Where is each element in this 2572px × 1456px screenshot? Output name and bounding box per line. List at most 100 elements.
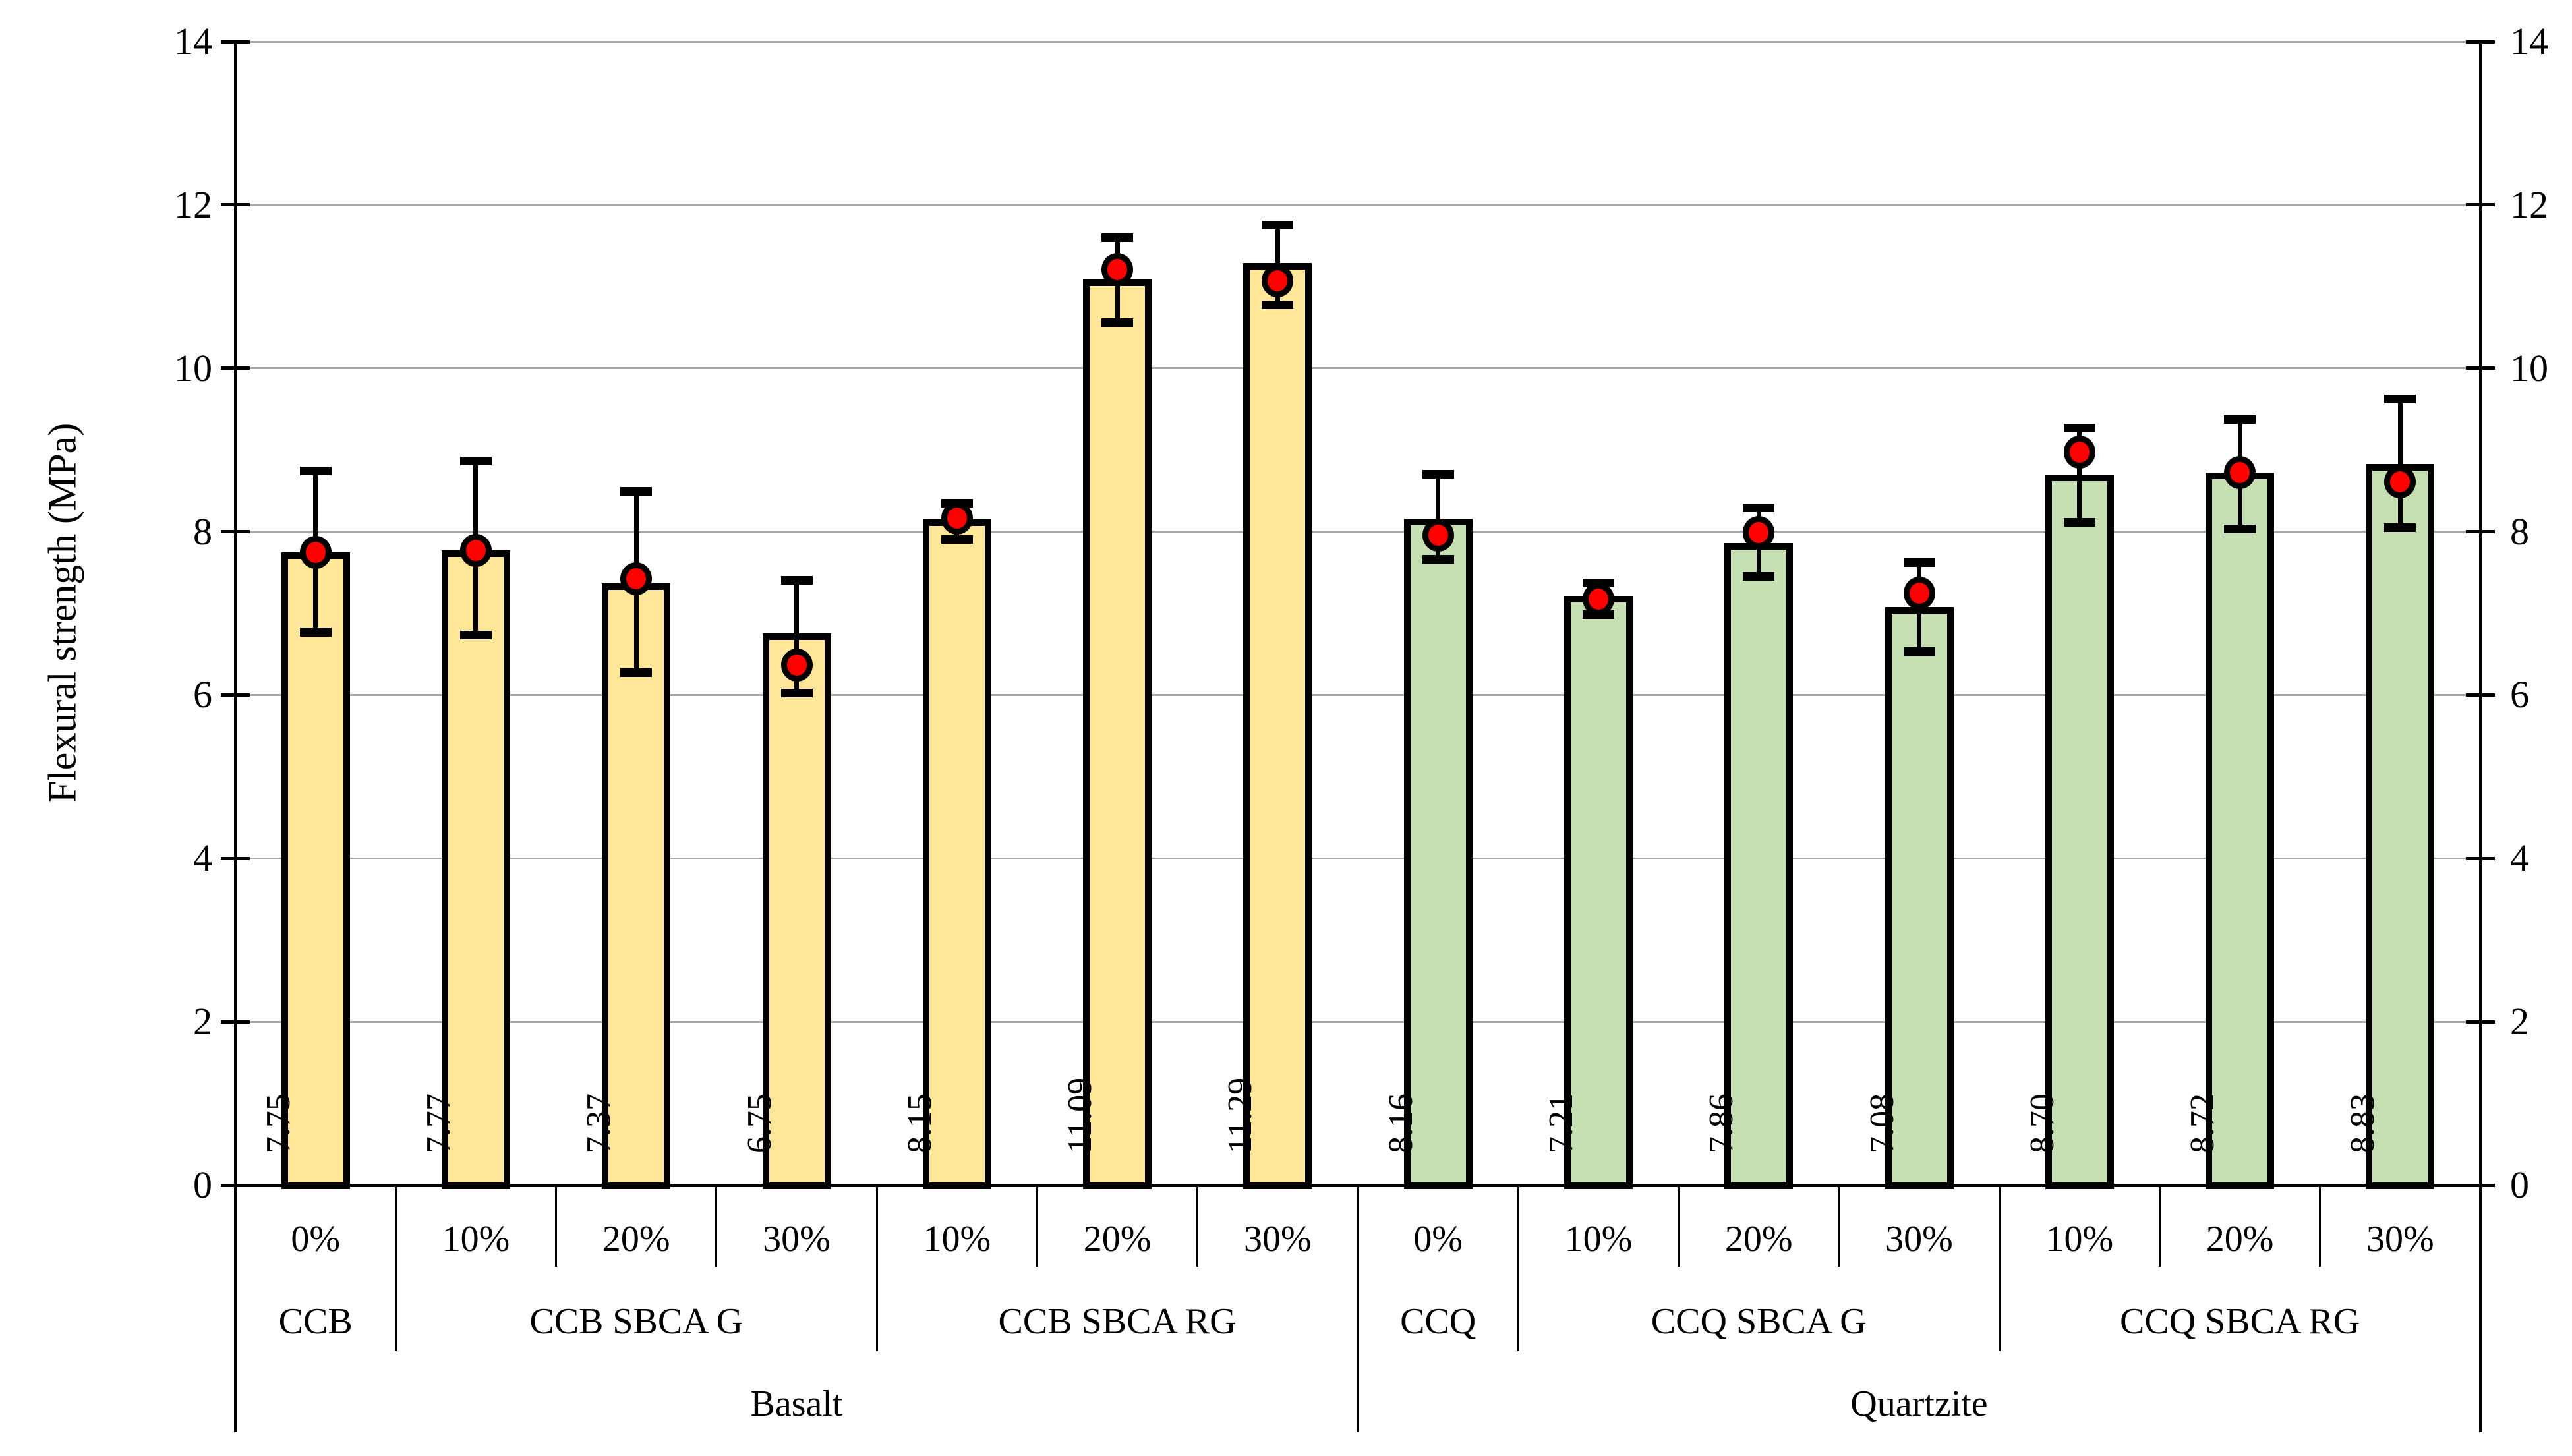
right-tick-label-12: 12	[2510, 183, 2548, 226]
error-bar-cap-bottom	[299, 627, 332, 637]
pct-label: 20%	[2206, 1219, 2274, 1260]
mean-marker	[1262, 264, 1294, 298]
right-tick-label-0: 0	[2510, 1163, 2529, 1206]
left-tick-label-8: 8	[193, 510, 212, 553]
pct-label: 20%	[1724, 1219, 1793, 1260]
gridline-12	[235, 204, 2480, 206]
error-bar-cap-bottom	[780, 689, 813, 698]
bar-value-label: 8.70	[2023, 1093, 2061, 1153]
category-separator	[555, 1185, 558, 1267]
error-bar-cap-top	[780, 576, 813, 585]
category-separator	[875, 1185, 878, 1351]
bar-ccb-0%	[281, 552, 350, 1189]
right-tick-label-10: 10	[2510, 346, 2548, 390]
bar-ccq-sbca-rg-30%	[2366, 463, 2435, 1189]
bar-ccb-sbca-g-10%	[441, 550, 510, 1189]
mean-marker	[2063, 436, 2095, 469]
bar-value-label: 8.72	[2184, 1093, 2222, 1153]
error-bar-cap-top	[2063, 423, 2095, 432]
group-label: Quartzite	[1850, 1383, 1988, 1424]
right-tick-label-8: 8	[2510, 510, 2529, 553]
error-bar-cap-bottom	[1422, 555, 1454, 564]
mean-marker	[2384, 465, 2416, 498]
pct-label: 10%	[2045, 1219, 2114, 1260]
category-separator	[2319, 1185, 2322, 1267]
gridline-2	[235, 1020, 2480, 1023]
mix-label: CCB	[278, 1301, 353, 1342]
gridline-4	[235, 857, 2480, 859]
error-bar-line	[1436, 474, 1441, 560]
pct-label: 20%	[1083, 1219, 1152, 1260]
bar-value-label: 7.75	[259, 1093, 297, 1153]
bar-ccq-0%	[1403, 518, 1473, 1189]
mean-marker	[1582, 583, 1614, 616]
gridline-8	[235, 531, 2480, 533]
category-separator	[1036, 1185, 1038, 1267]
error-bar-cap-top	[620, 487, 653, 496]
error-bar-line	[2077, 428, 2082, 523]
category-separator	[715, 1185, 718, 1267]
mix-label: CCB SBCA G	[529, 1301, 744, 1342]
left-tick-label-10: 10	[174, 346, 212, 390]
gridline-10	[235, 367, 2480, 370]
category-separator	[1678, 1185, 1680, 1267]
right-tick-label-2: 2	[2510, 1000, 2529, 1043]
error-bar-cap-top	[1903, 558, 1935, 568]
mean-marker	[1903, 576, 1935, 610]
bar-value-label: 6.75	[740, 1093, 778, 1153]
error-bar-cap-top	[1262, 221, 1294, 230]
bar-value-label: 7.77	[419, 1093, 457, 1153]
mean-marker	[620, 562, 653, 596]
bar-ccq-sbca-rg-20%	[2206, 473, 2275, 1189]
left-tick-label-6: 6	[193, 673, 212, 716]
error-bar-cap-top	[2384, 395, 2416, 404]
pct-label: 30%	[763, 1219, 831, 1260]
error-bar-cap-bottom	[459, 631, 492, 640]
left-y-axis-line	[233, 42, 237, 1432]
gridline-14	[235, 40, 2480, 43]
error-bar-cap-bottom	[620, 668, 653, 678]
bar-value-label: 8.83	[2344, 1093, 2382, 1153]
right-tick-label-14: 14	[2510, 20, 2548, 63]
mix-label: CCQ	[1400, 1301, 1476, 1342]
mix-label: CCQ SBCA G	[1651, 1301, 1867, 1342]
left-tick-label-12: 12	[174, 183, 212, 226]
right-tick-label-4: 4	[2510, 836, 2529, 880]
bar-ccq-sbca-g-30%	[1885, 606, 1954, 1189]
bar-value-label: 7.86	[1703, 1093, 1741, 1153]
bar-value-label: 8.15	[900, 1093, 939, 1153]
gridline-6	[235, 693, 2480, 696]
error-bar-line	[794, 580, 799, 693]
bar-value-label: 8.16	[1382, 1093, 1420, 1153]
pct-label: 20%	[602, 1219, 670, 1260]
left-tick-label-2: 2	[193, 1000, 212, 1043]
error-bar-line	[2397, 399, 2403, 528]
mix-label: CCB SBCA RG	[998, 1301, 1237, 1342]
bar-value-label: 7.37	[580, 1093, 618, 1153]
mean-marker	[2224, 456, 2256, 490]
left-tick-label-4: 4	[193, 836, 212, 880]
error-bar-cap-top	[1743, 504, 1775, 513]
pct-label: 10%	[442, 1219, 510, 1260]
pct-label: 30%	[1244, 1219, 1312, 1260]
bar-ccb-sbca-rg-20%	[1083, 279, 1152, 1189]
error-bar-cap-top	[1101, 233, 1134, 242]
error-bar-cap-bottom	[1743, 572, 1775, 581]
category-separator	[1517, 1185, 1519, 1351]
category-separator	[1196, 1185, 1199, 1267]
category-separator	[1357, 1185, 1359, 1432]
error-bar-cap-top	[2224, 415, 2256, 424]
error-bar-cap-top	[299, 467, 332, 476]
mean-marker	[780, 648, 813, 682]
right-tick-label-6: 6	[2510, 673, 2529, 716]
category-separator	[1998, 1185, 2001, 1351]
pct-label: 10%	[1564, 1219, 1633, 1260]
bar-value-label: 7.08	[1863, 1093, 1901, 1153]
error-bar-cap-bottom	[1101, 318, 1134, 327]
category-separator	[2158, 1185, 2161, 1267]
bar-ccb-sbca-g-30%	[762, 633, 831, 1189]
mean-marker	[1101, 252, 1134, 286]
error-bar-cap-bottom	[2063, 518, 2095, 527]
group-label: Basalt	[750, 1383, 843, 1424]
